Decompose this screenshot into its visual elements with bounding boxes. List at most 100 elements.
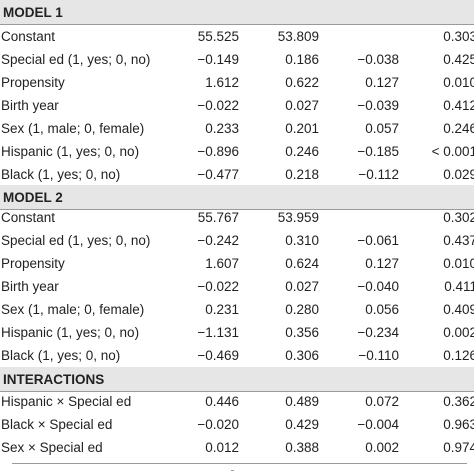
coefficient-cell: 1.612	[205, 75, 239, 90]
standardized-cell: 0.057	[365, 121, 399, 136]
table-row: Sex × Special ed 0.012 0.388 0.002 0.974	[0, 436, 474, 460]
coefficient-cell: −0.022	[197, 279, 239, 294]
standard-error-cell: 0.310	[285, 233, 319, 248]
p-value-cell: 0.303	[443, 29, 474, 44]
footer-mark	[231, 470, 234, 471]
table-row: Black × Special ed −0.020 0.429 −0.004 0…	[0, 413, 474, 437]
row-label: Special ed (1, yes; 0, no)	[1, 233, 151, 248]
standard-error-cell: 0.027	[285, 98, 319, 113]
p-value-cell: 0.974	[443, 440, 474, 455]
table-row: Birth year −0.022 0.027 −0.040 0.411	[0, 275, 474, 299]
coefficient-cell: −0.149	[197, 52, 239, 67]
p-value-cell: 0.963	[443, 417, 474, 432]
table-row: Sex (1, male; 0, female) 0.233 0.201 0.0…	[0, 117, 474, 141]
row-label: Propensity	[1, 75, 65, 90]
coefficient-cell: 0.231	[205, 302, 239, 317]
standard-error-cell: 53.809	[277, 29, 319, 44]
standard-error-cell: 0.280	[285, 302, 319, 317]
standardized-cell: −0.061	[357, 233, 399, 248]
standardized-cell: 0.127	[365, 256, 399, 271]
row-label: Sex (1, male; 0, female)	[1, 121, 145, 136]
row-label: Constant	[1, 210, 56, 225]
table-row: Sex (1, male; 0, female) 0.231 0.280 0.0…	[0, 298, 474, 322]
row-label: Black (1, yes; 0, no)	[1, 348, 121, 363]
standardized-cell: −0.039	[357, 98, 399, 113]
row-label: Birth year	[1, 279, 59, 294]
standardized-cell: −0.004	[357, 417, 399, 432]
section-header-model-2: MODEL 2	[0, 185, 474, 210]
p-value-cell: 0.425	[443, 52, 474, 67]
table-row: Hispanic (1, yes; 0, no) −0.896 0.246 −0…	[0, 140, 474, 164]
coefficient-cell: −0.896	[197, 144, 239, 159]
row-label: Hispanic (1, yes; 0, no)	[1, 144, 140, 159]
row-label: Black (1, yes; 0, no)	[1, 167, 121, 182]
p-value-cell: 0.246	[443, 121, 474, 136]
standard-error-cell: 0.218	[285, 167, 319, 182]
p-value-cell: 0.302	[443, 210, 474, 225]
coefficient-cell: 55.525	[197, 29, 239, 44]
coefficient-cell: 0.233	[205, 121, 239, 136]
row-label: Sex × Special ed	[1, 440, 103, 455]
section-header-interactions: INTERACTIONS	[0, 367, 474, 392]
standardized-cell: 0.072	[365, 394, 399, 409]
row-label: Birth year	[1, 98, 59, 113]
coefficient-cell: −0.469	[197, 348, 239, 363]
standardized-cell: −0.040	[357, 279, 399, 294]
coefficient-cell: 55.767	[197, 210, 239, 225]
standard-error-cell: 0.356	[285, 325, 319, 340]
standard-error-cell: 0.306	[285, 348, 319, 363]
p-value-cell: 0.409	[443, 302, 474, 317]
row-label: Sex (1, male; 0, female)	[1, 302, 145, 317]
standard-error-cell: 0.201	[285, 121, 319, 136]
row-label: Hispanic × Special ed	[1, 394, 132, 409]
table-bottom-rule	[12, 463, 467, 464]
standardized-cell: −0.038	[357, 52, 399, 67]
standard-error-cell: 0.489	[285, 394, 319, 409]
coefficient-cell: −0.020	[197, 417, 239, 432]
coefficient-cell: 1.607	[205, 256, 239, 271]
row-label: Propensity	[1, 256, 65, 271]
standard-error-cell: 0.186	[285, 52, 319, 67]
coefficient-cell: −0.242	[197, 233, 239, 248]
p-value-cell: 0.010	[443, 75, 474, 90]
p-value-cell: 0.010	[443, 256, 474, 271]
p-value-cell: 0.437	[443, 233, 474, 248]
table-row: Birth year −0.022 0.027 −0.039 0.412	[0, 94, 474, 118]
standardized-cell: 0.127	[365, 75, 399, 90]
standard-error-cell: 0.388	[285, 440, 319, 455]
standardized-cell: 0.056	[365, 302, 399, 317]
p-value-cell: < 0.001	[431, 144, 474, 159]
table-row: Special ed (1, yes; 0, no) −0.149 0.186 …	[0, 48, 474, 72]
row-label: Black × Special ed	[1, 417, 113, 432]
standard-error-cell: 0.624	[285, 256, 319, 271]
section-header-model-1: MODEL 1	[0, 0, 474, 25]
table-row: Propensity 1.607 0.624 0.127 0.010	[0, 252, 474, 276]
standard-error-cell: 53.959	[277, 210, 319, 225]
table-row: Black (1, yes; 0, no) −0.469 0.306 −0.11…	[0, 344, 474, 368]
standardized-cell: −0.234	[357, 325, 399, 340]
coefficient-cell: 0.446	[205, 394, 239, 409]
coefficient-cell: 0.012	[205, 440, 239, 455]
coefficient-cell: −0.022	[197, 98, 239, 113]
standard-error-cell: 0.622	[285, 75, 319, 90]
table-row: Hispanic (1, yes; 0, no) −1.131 0.356 −0…	[0, 321, 474, 345]
row-label: Hispanic (1, yes; 0, no)	[1, 325, 140, 340]
table-row: Black (1, yes; 0, no) −0.477 0.218 −0.11…	[0, 163, 474, 187]
standard-error-cell: 0.246	[285, 144, 319, 159]
standardized-cell: −0.185	[357, 144, 399, 159]
table-row: Hispanic × Special ed 0.446 0.489 0.072 …	[0, 390, 474, 414]
coefficient-cell: −1.131	[197, 325, 239, 340]
standardized-cell: −0.112	[358, 167, 399, 182]
standardized-cell: 0.002	[365, 440, 399, 455]
standardized-cell: −0.110	[358, 348, 399, 363]
standard-error-cell: 0.429	[285, 417, 319, 432]
p-value-cell: 0.029	[443, 167, 474, 182]
table-row: Constant 55.525 53.809 0.303	[0, 25, 474, 49]
row-label: Special ed (1, yes; 0, no)	[1, 52, 151, 67]
standard-error-cell: 0.027	[285, 279, 319, 294]
p-value-cell: 0.126	[443, 348, 474, 363]
row-label: Constant	[1, 29, 56, 44]
table-row: Propensity 1.612 0.622 0.127 0.010	[0, 71, 474, 95]
table-row: Special ed (1, yes; 0, no) −0.242 0.310 …	[0, 229, 474, 253]
